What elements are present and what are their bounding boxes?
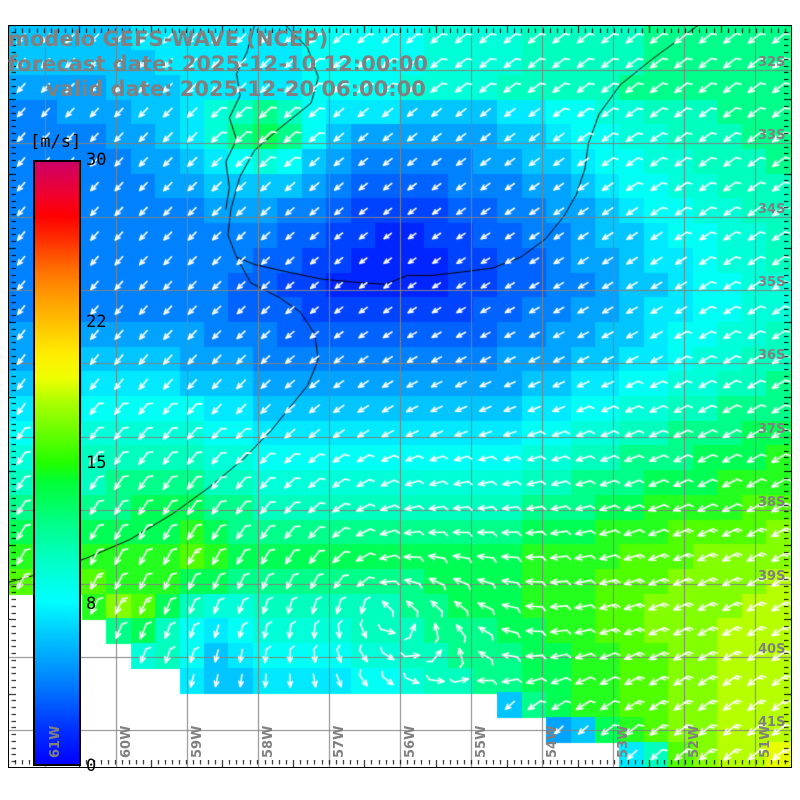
map-panel[interactable] bbox=[8, 25, 792, 768]
colorbar-tick-8: 8 bbox=[86, 594, 97, 615]
axis-ticks-bottom bbox=[8, 760, 792, 768]
lon-label-56W: 56W bbox=[403, 725, 418, 758]
axis-ticks-left bbox=[8, 25, 16, 768]
wind-vector-arrows bbox=[9, 26, 791, 767]
colorbar-gradient bbox=[33, 160, 81, 766]
axis-ticks-top bbox=[8, 25, 792, 33]
colorbar-tick-15: 15 bbox=[86, 453, 107, 473]
lon-label-55W: 55W bbox=[474, 725, 490, 758]
lon-label-51W: 51W bbox=[758, 725, 774, 758]
lon-label-60W: 60W bbox=[118, 725, 134, 758]
colorbar[interactable] bbox=[33, 160, 81, 766]
lon-label-61W: 61W bbox=[47, 725, 63, 758]
lat-label-32S: 32S bbox=[758, 55, 786, 71]
lat-label-39S: 39S bbox=[758, 568, 786, 584]
lat-label-40S: 40S bbox=[758, 641, 786, 657]
lat-label-33S: 33S bbox=[758, 128, 786, 144]
colorbar-tick-22: 22 bbox=[86, 311, 107, 332]
colorbar-tick-0: 0 bbox=[86, 756, 97, 776]
lat-label-41S: 41S bbox=[758, 715, 786, 731]
lat-label-35S: 35S bbox=[758, 275, 786, 291]
lon-label-53W: 53W bbox=[616, 725, 632, 758]
lon-label-59W: 59W bbox=[189, 725, 205, 758]
axis-ticks-right bbox=[784, 25, 792, 768]
lon-label-58W: 58W bbox=[260, 725, 276, 758]
lat-label-38S: 38S bbox=[758, 495, 786, 511]
colorbar-tick-30: 30 bbox=[86, 150, 107, 170]
lat-label-34S: 34S bbox=[758, 201, 786, 217]
lon-label-52W: 52W bbox=[687, 725, 703, 758]
lon-label-57W: 57W bbox=[331, 725, 347, 758]
lat-label-36S: 36S bbox=[758, 348, 786, 364]
lon-label-54W: 54W bbox=[545, 725, 561, 758]
lat-label-37S: 37S bbox=[758, 421, 786, 437]
colorbar-unit-label: [m/s] bbox=[30, 132, 82, 152]
